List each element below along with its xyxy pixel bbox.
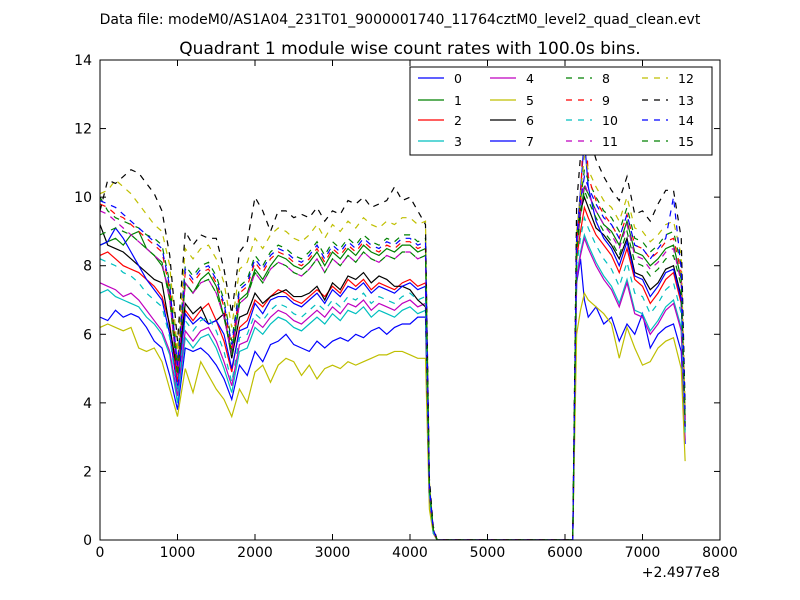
chart-title: Quadrant 1 module wise count rates with …: [179, 39, 640, 59]
y-tick-label: 6: [83, 327, 92, 343]
series-line-1: [100, 185, 686, 540]
series-line-11: [100, 183, 686, 540]
series-line-5: [100, 291, 686, 540]
series-line-10: [100, 215, 686, 540]
x-tick-label: 3000: [315, 545, 351, 561]
series-line-15: [100, 190, 686, 540]
series-line-4: [100, 236, 686, 540]
series-line-3: [100, 232, 686, 540]
y-tick-label: 4: [83, 396, 92, 412]
x-tick-label: 4000: [392, 545, 428, 561]
series-layer: [100, 97, 686, 540]
series-line-13: [100, 101, 686, 540]
x-tick-label: 8000: [702, 545, 738, 561]
y-tick-label: 14: [74, 53, 92, 69]
legend-label-0: 0: [454, 71, 462, 86]
series-line-8: [100, 169, 686, 540]
y-tick-label: 2: [83, 464, 92, 480]
legend-label-5: 5: [526, 93, 534, 108]
legend-label-14: 14: [678, 113, 694, 128]
y-tick-label: 12: [74, 122, 92, 138]
chart-suptitle: Data file: modeM0/AS1A04_231T01_90000017…: [100, 12, 701, 28]
y-tick-label: 0: [83, 533, 92, 549]
x-tick-label: 6000: [547, 545, 583, 561]
legend-label-3: 3: [454, 134, 462, 149]
legend-frame: [409, 66, 713, 156]
y-tick-label: 8: [83, 259, 92, 275]
x-tick-label: 0: [96, 545, 105, 561]
legend-label-1: 1: [454, 93, 462, 108]
y-tick-label: 10: [74, 190, 92, 206]
series-line-6: [100, 195, 686, 540]
x-tick-label: 2000: [237, 545, 273, 561]
legend-label-13: 13: [678, 93, 694, 108]
x-tick-label: 7000: [625, 545, 661, 561]
legend-label-9: 9: [602, 93, 610, 108]
legend-label-2: 2: [454, 113, 462, 128]
series-line-7: [100, 138, 686, 540]
legend-label-11: 11: [602, 134, 618, 149]
series-line-2: [100, 205, 686, 540]
legend-label-7: 7: [526, 134, 534, 149]
legend-label-10: 10: [602, 113, 618, 128]
x-axis: 0 1000 2000 3000 4000 5000 6000 7000 8000: [96, 60, 738, 561]
legend-label-12: 12: [678, 71, 694, 86]
legend-label-6: 6: [526, 113, 534, 128]
series-line-12: [100, 155, 686, 540]
legend-label-4: 4: [526, 71, 534, 86]
legend-label-15: 15: [678, 134, 694, 149]
x-tick-label: 5000: [470, 545, 506, 561]
x-axis-offset-label: +2.4977e8: [642, 565, 720, 581]
x-tick-label: 1000: [160, 545, 196, 561]
legend-label-8: 8: [602, 71, 610, 86]
series-line-0: [100, 258, 686, 540]
